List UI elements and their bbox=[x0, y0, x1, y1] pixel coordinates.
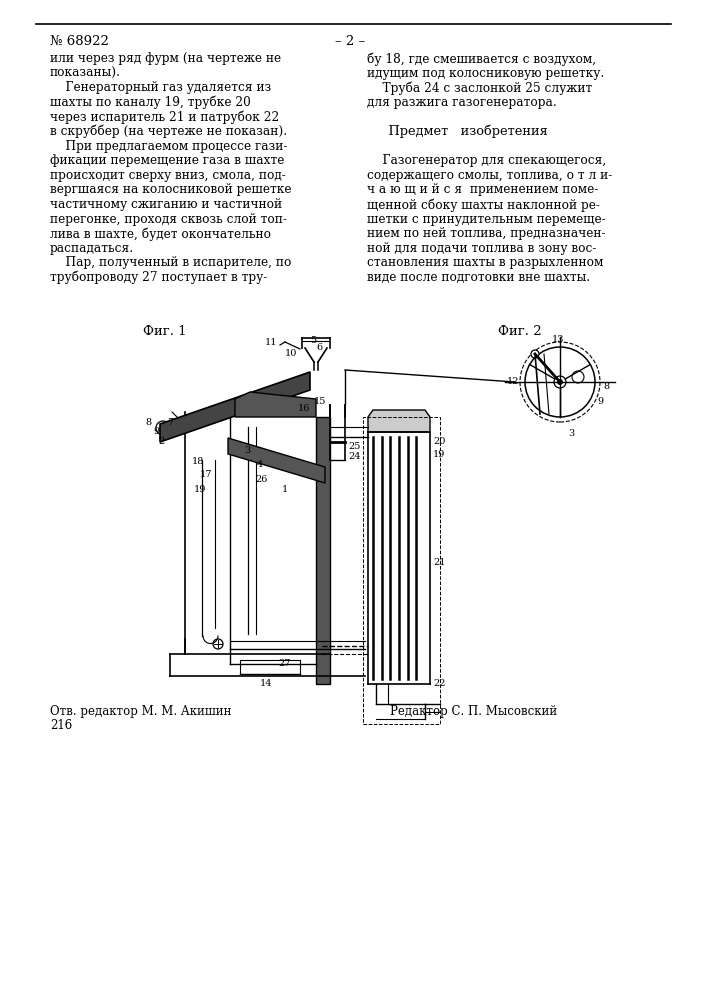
Text: нием по ней топлива, предназначен-: нием по ней топлива, предназначен- bbox=[367, 227, 605, 240]
Text: Пар, полученный в испарителе, по: Пар, полученный в испарителе, по bbox=[50, 256, 291, 269]
Text: для разжига газогенератора.: для разжига газогенератора. bbox=[367, 96, 556, 109]
Text: бу 18, где смешивается с воздухом,: бу 18, где смешивается с воздухом, bbox=[367, 52, 596, 66]
Text: 216: 216 bbox=[50, 719, 72, 732]
Text: 21: 21 bbox=[433, 558, 445, 567]
Text: 25: 25 bbox=[348, 442, 361, 451]
Text: Генераторный газ удаляется из: Генераторный газ удаляется из bbox=[50, 81, 271, 94]
Text: Отв. редактор М. М. Акишин: Отв. редактор М. М. Акишин bbox=[50, 705, 231, 718]
Text: 10: 10 bbox=[285, 349, 298, 358]
Text: 7: 7 bbox=[167, 418, 173, 427]
Polygon shape bbox=[316, 417, 330, 684]
Text: шетки с принудительным перемеще-: шетки с принудительным перемеще- bbox=[367, 213, 606, 226]
Text: показаны).: показаны). bbox=[50, 67, 121, 80]
Text: 19: 19 bbox=[433, 450, 445, 459]
Text: № 68922: № 68922 bbox=[50, 35, 109, 48]
Text: 8: 8 bbox=[603, 382, 609, 391]
Text: фикации перемещение газа в шахте: фикации перемещение газа в шахте bbox=[50, 154, 284, 167]
Text: в скруббер (на чертеже не показан).: в скруббер (на чертеже не показан). bbox=[50, 125, 287, 138]
Polygon shape bbox=[235, 392, 316, 417]
Text: частичному сжиганию и частичной: частичному сжиганию и частичной bbox=[50, 198, 282, 211]
Text: 8: 8 bbox=[145, 418, 151, 427]
Circle shape bbox=[554, 376, 566, 388]
Text: 15: 15 bbox=[314, 397, 327, 406]
Text: 1: 1 bbox=[282, 485, 288, 494]
Text: через испаритель 21 и патрубок 22: через испаритель 21 и патрубок 22 bbox=[50, 110, 279, 124]
Text: идущим под колосниковую решетку.: идущим под колосниковую решетку. bbox=[367, 67, 604, 80]
Text: Труба 24 с заслонкой 25 служит: Труба 24 с заслонкой 25 служит bbox=[367, 81, 592, 95]
Text: перегонке, проходя сквозь слой топ-: перегонке, проходя сквозь слой топ- bbox=[50, 213, 287, 226]
Circle shape bbox=[572, 371, 584, 383]
Text: 4: 4 bbox=[257, 460, 263, 469]
Text: содержащего смолы, топлива, о т л и-: содержащего смолы, топлива, о т л и- bbox=[367, 169, 612, 182]
Text: вергшаяся на колосниковой решетке: вергшаяся на колосниковой решетке bbox=[50, 183, 291, 196]
Text: 11: 11 bbox=[265, 338, 278, 347]
Text: Фиг. 2: Фиг. 2 bbox=[498, 325, 542, 338]
Text: 18: 18 bbox=[192, 457, 204, 466]
Text: распадаться.: распадаться. bbox=[50, 242, 134, 255]
Text: щенной сбоку шахты наклонной ре-: щенной сбоку шахты наклонной ре- bbox=[367, 198, 600, 212]
Text: – 2 –: – 2 – bbox=[335, 35, 365, 48]
Text: 13: 13 bbox=[552, 335, 564, 344]
Polygon shape bbox=[368, 410, 430, 432]
Text: 27: 27 bbox=[278, 659, 291, 668]
Circle shape bbox=[531, 350, 539, 358]
Text: При предлагаемом процессе гази-: При предлагаемом процессе гази- bbox=[50, 140, 287, 153]
Polygon shape bbox=[160, 372, 310, 442]
Text: виде после подготовки вне шахты.: виде после подготовки вне шахты. bbox=[367, 271, 590, 284]
Text: 14: 14 bbox=[260, 679, 272, 688]
Text: 9: 9 bbox=[597, 397, 603, 406]
Text: 3: 3 bbox=[244, 446, 250, 455]
Text: 2: 2 bbox=[158, 437, 164, 446]
Text: 24: 24 bbox=[348, 452, 361, 461]
Text: 6: 6 bbox=[316, 343, 322, 352]
Text: становления шахты в разрыхленном: становления шахты в разрыхленном bbox=[367, 256, 603, 269]
Text: шахты по каналу 19, трубке 20: шахты по каналу 19, трубке 20 bbox=[50, 96, 251, 109]
Text: Газогенератор для спекающегося,: Газогенератор для спекающегося, bbox=[367, 154, 606, 167]
Text: 19: 19 bbox=[194, 485, 206, 494]
Text: Предмет   изобретения: Предмет изобретения bbox=[372, 125, 548, 138]
Polygon shape bbox=[228, 438, 325, 483]
Text: лива в шахте, будет окончательно: лива в шахте, будет окончательно bbox=[50, 227, 271, 241]
Text: 17: 17 bbox=[200, 470, 213, 479]
Text: 9: 9 bbox=[153, 427, 159, 436]
Circle shape bbox=[557, 379, 563, 385]
Text: Редактор С. П. Мысовский: Редактор С. П. Мысовский bbox=[390, 705, 557, 718]
Text: Фиг. 1: Фиг. 1 bbox=[144, 325, 187, 338]
Text: 3: 3 bbox=[568, 429, 574, 438]
Circle shape bbox=[161, 426, 165, 430]
Text: 20: 20 bbox=[433, 437, 445, 446]
Text: ной для подачи топлива в зону вос-: ной для подачи топлива в зону вос- bbox=[367, 242, 597, 255]
Text: или через ряд фурм (на чертеже не: или через ряд фурм (на чертеже не bbox=[50, 52, 281, 65]
Text: 12: 12 bbox=[507, 377, 520, 386]
Text: 26: 26 bbox=[255, 475, 267, 484]
Text: 5: 5 bbox=[310, 336, 316, 345]
Text: трубопроводу 27 поступает в тру-: трубопроводу 27 поступает в тру- bbox=[50, 271, 267, 284]
Text: ч а ю щ и й с я  применением поме-: ч а ю щ и й с я применением поме- bbox=[367, 183, 598, 196]
Text: 22: 22 bbox=[433, 679, 445, 688]
Text: происходит сверху вниз, смола, под-: происходит сверху вниз, смола, под- bbox=[50, 169, 286, 182]
Text: 16: 16 bbox=[298, 404, 310, 413]
